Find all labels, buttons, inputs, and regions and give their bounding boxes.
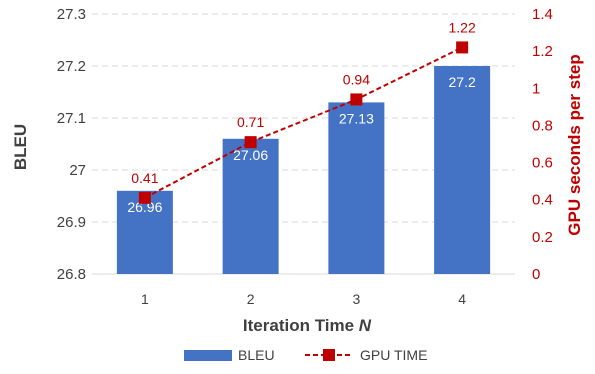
right-tick-label: 0.4 bbox=[532, 192, 553, 209]
bleu-bar-label: 27.2 bbox=[449, 74, 476, 90]
legend-gpu-marker bbox=[323, 349, 335, 361]
bleu-bars: 26.96 27.06 27.13 27.2 bbox=[116, 66, 491, 275]
left-axis-ticks: 26.8 26.9 27 27.1 27.2 27.3 bbox=[57, 6, 86, 283]
bleu-bar bbox=[328, 102, 385, 275]
right-tick-label: 1.4 bbox=[532, 6, 553, 23]
gpu-time-marker bbox=[138, 191, 151, 204]
right-tick-label: 0.8 bbox=[532, 117, 553, 134]
gpu-time-label: 1.22 bbox=[449, 19, 476, 35]
x-tick-label: 1 bbox=[141, 291, 149, 307]
gpu-time-marker bbox=[244, 136, 257, 149]
x-tick-label: 2 bbox=[247, 291, 255, 307]
bleu-bar-label: 27.06 bbox=[233, 147, 268, 163]
legend-bleu-label: BLEU bbox=[238, 347, 275, 363]
left-tick-label: 26.8 bbox=[57, 266, 86, 283]
left-tick-label: 27.1 bbox=[57, 110, 86, 127]
x-axis-title: Iteration Time N bbox=[243, 316, 372, 335]
legend: BLEU GPU TIME bbox=[184, 347, 427, 363]
left-axis-title: BLEU bbox=[11, 124, 30, 170]
right-tick-label: 1 bbox=[532, 80, 540, 97]
right-tick-label: 0.2 bbox=[532, 229, 553, 246]
right-axis-ticks: 0 0.2 0.4 0.6 0.8 1 1.2 1.4 bbox=[532, 6, 553, 283]
x-tick-label: 4 bbox=[458, 291, 466, 307]
x-axis-ticks: 1 2 3 4 bbox=[141, 291, 466, 307]
left-tick-label: 26.9 bbox=[57, 214, 86, 231]
bleu-bar-label: 26.96 bbox=[127, 199, 162, 215]
gpu-time-line-path bbox=[144, 46, 463, 199]
right-axis-title: GPU seconds per step bbox=[565, 54, 584, 235]
right-tick-label: 0.6 bbox=[532, 155, 553, 172]
x-tick-label: 3 bbox=[352, 291, 360, 307]
left-tick-label: 27 bbox=[69, 162, 86, 179]
gpu-time-marker bbox=[456, 41, 469, 54]
bleu-bar bbox=[222, 138, 279, 274]
gpu-time-label: 0.94 bbox=[343, 71, 370, 87]
legend-gpu-label: GPU TIME bbox=[360, 347, 427, 363]
right-tick-label: 0 bbox=[532, 266, 540, 283]
gpu-time-line: 0.41 0.71 0.94 1.22 bbox=[131, 19, 476, 204]
left-tick-label: 27.3 bbox=[57, 6, 86, 23]
bleu-bar-label: 27.13 bbox=[339, 110, 374, 126]
right-tick-label: 1.2 bbox=[532, 43, 553, 60]
gpu-time-label: 0.71 bbox=[237, 114, 264, 130]
gpu-time-marker bbox=[350, 93, 363, 106]
legend-bleu-swatch bbox=[184, 350, 232, 361]
bleu-bar bbox=[116, 190, 173, 274]
bleu-bar bbox=[434, 66, 491, 274]
left-tick-label: 27.2 bbox=[57, 58, 86, 75]
gpu-time-label: 0.41 bbox=[131, 170, 158, 186]
